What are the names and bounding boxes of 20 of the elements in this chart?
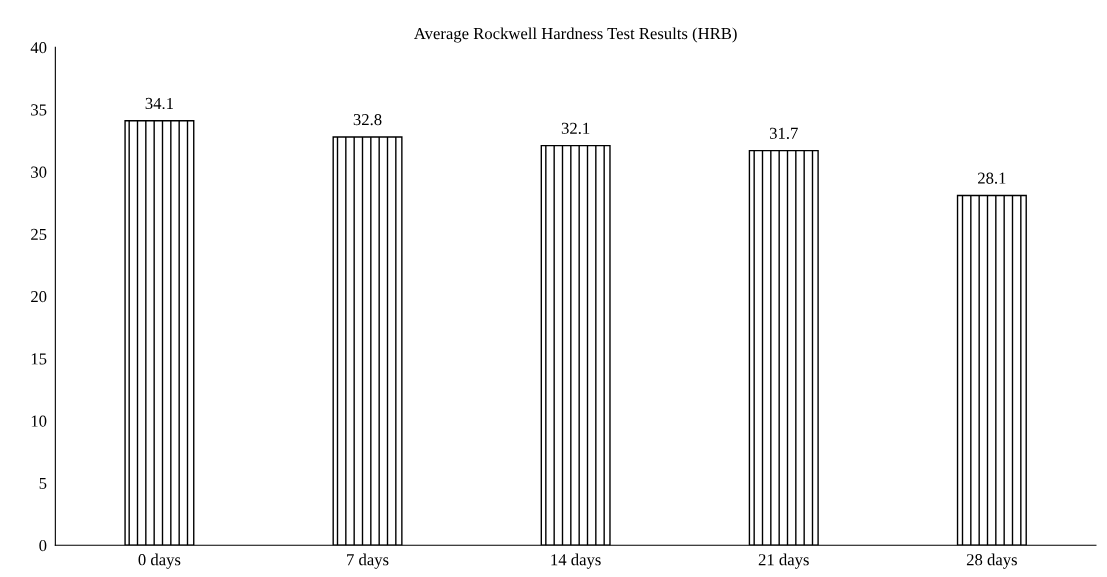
- x-tick-label: 14 days: [551, 553, 601, 569]
- y-tick-label: 10: [31, 415, 47, 427]
- data-label: 28.1: [978, 172, 1006, 184]
- y-tick-label: 40: [30, 42, 47, 54]
- y-tick-label: 30: [31, 166, 47, 178]
- data-label: 32.8: [353, 113, 382, 126]
- x-tick-label: 0 days: [138, 553, 181, 569]
- x-tick-label: 7 days: [347, 553, 389, 569]
- y-tick-label: 5: [39, 477, 47, 489]
- y-tick-label: 25: [31, 228, 47, 240]
- chart-title: Average Rockwell Hardness Test Results (HRB): [413, 27, 737, 43]
- data-label: 31.7: [769, 127, 798, 139]
- y-tick-label: 15: [31, 353, 47, 365]
- y-tick-label: 20: [31, 290, 47, 303]
- y-tick-label: 0: [39, 539, 47, 552]
- x-tick-label: 21 days: [758, 553, 809, 569]
- y-tick-label: 35: [31, 104, 47, 116]
- data-label: 34.1: [145, 97, 173, 110]
- x-tick-label: 28 days: [966, 553, 1017, 569]
- data-label: 32.1: [561, 122, 590, 135]
